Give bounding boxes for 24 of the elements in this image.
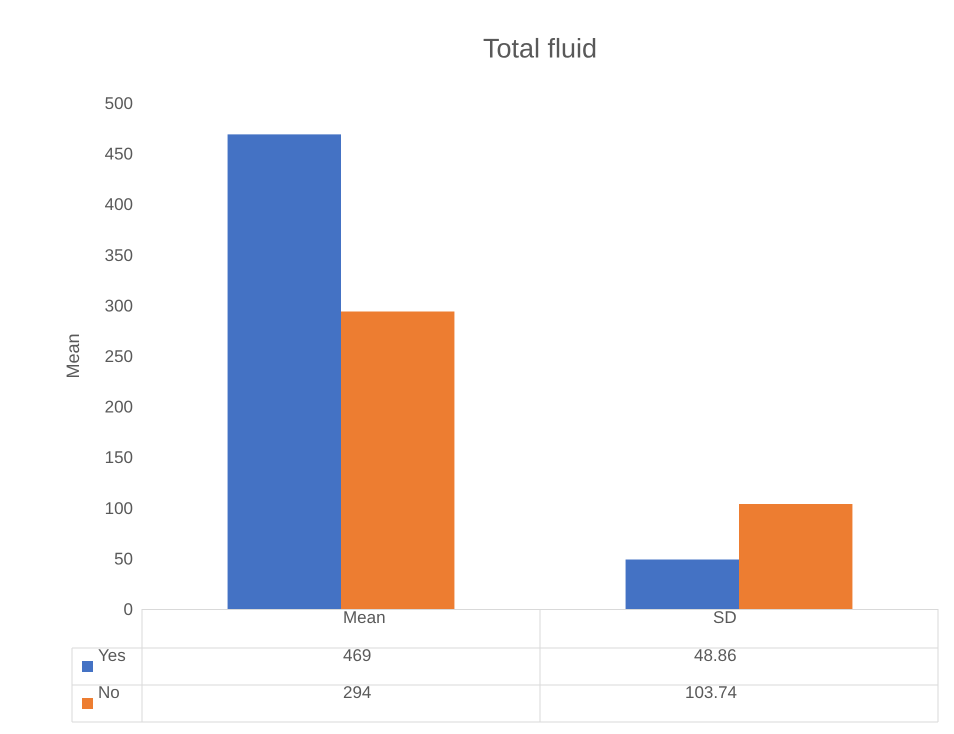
y-tick-label: 200 <box>104 398 133 417</box>
data-label: 103.74 <box>685 683 737 702</box>
y-tick-label: 350 <box>104 246 133 265</box>
legend-label: Yes <box>98 646 126 665</box>
bar <box>341 311 454 609</box>
y-tick-label: 100 <box>104 498 133 518</box>
y-tick-label: 150 <box>104 448 133 468</box>
legend-label: No <box>98 683 120 702</box>
x-tick-label: SD <box>713 608 737 627</box>
data-label: 294 <box>343 683 372 702</box>
y-axis-title: Mean <box>62 333 83 379</box>
chart-title: Total fluid <box>482 33 598 64</box>
y-tick-label: 0 <box>124 600 133 619</box>
y-tick-label: 250 <box>104 346 133 366</box>
y-tick-label: 50 <box>114 549 133 568</box>
data-label: 48.86 <box>694 646 737 665</box>
y-tick-label: 300 <box>104 296 133 316</box>
bar <box>626 560 739 609</box>
y-tick-label: 400 <box>104 195 133 214</box>
bar <box>228 134 341 609</box>
y-tick-label: 500 <box>104 94 133 113</box>
data-label: 469 <box>343 646 372 665</box>
y-tick-label: 450 <box>104 144 133 164</box>
bar <box>739 504 852 609</box>
